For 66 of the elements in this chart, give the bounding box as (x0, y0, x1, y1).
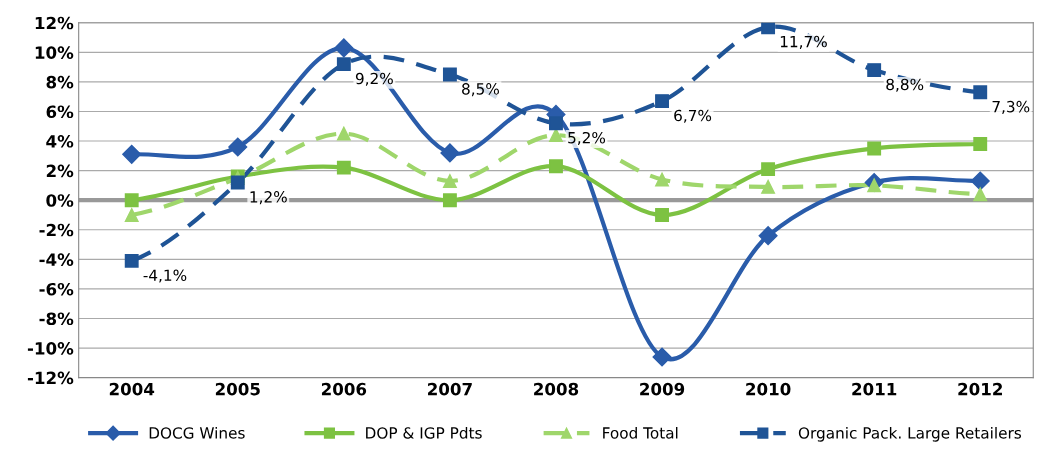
point (761, 179, 776, 194)
legend-label: Food Total (603, 426, 678, 439)
legend-label: DOP & IGP Pdts (366, 426, 482, 439)
legend-label: DOCG Wines (149, 426, 245, 439)
data-label: -4,1% (143, 269, 187, 283)
point (761, 22, 776, 35)
data-label: 8,8% (886, 78, 924, 92)
data-label: 6,7% (674, 109, 712, 123)
point (442, 174, 457, 188)
point (652, 347, 672, 367)
point (336, 160, 351, 175)
y-tick-label: 10% (35, 46, 74, 59)
point (122, 144, 142, 164)
x-tick-label: 2007 (428, 382, 472, 396)
x-tick-label: 2012 (958, 382, 1002, 396)
point (867, 141, 882, 156)
point (334, 38, 354, 58)
y-tick-label: -4% (39, 253, 74, 266)
point (973, 187, 988, 202)
y-tick-label: 8% (46, 75, 74, 89)
point (442, 67, 457, 82)
data-label: 7,3% (992, 100, 1030, 114)
point (970, 171, 990, 191)
point (230, 175, 245, 190)
x-tick-label: 2008 (534, 382, 579, 396)
x-tick-label: 2004 (109, 382, 155, 396)
y-tick-label: 2% (46, 164, 74, 178)
point (440, 143, 460, 163)
point (549, 128, 563, 143)
point (973, 137, 988, 151)
point (442, 193, 457, 208)
legend-label: Organic Pack. Large Retailers (798, 426, 1022, 442)
y-tick-label: 12% (35, 16, 74, 30)
point (124, 253, 139, 268)
point (336, 57, 351, 72)
y-tick-label: 0% (46, 194, 74, 207)
x-tick-label: 2011 (852, 382, 897, 396)
data-label: 1,2% (250, 191, 287, 205)
y-tick-label: -10% (27, 342, 74, 355)
y-tick-label: 6% (46, 105, 74, 119)
point (549, 116, 563, 131)
x-tick-label: 2006 (321, 382, 367, 396)
y-tick-label: -8% (39, 312, 74, 326)
point (761, 162, 776, 177)
y-tick-label: -12% (27, 371, 74, 385)
point (867, 63, 882, 78)
y-tick-label: -6% (39, 282, 74, 296)
data-label: 11,7% (780, 35, 827, 49)
point (655, 208, 669, 222)
point (124, 208, 139, 222)
point (549, 159, 563, 174)
data-label: 5,2% (568, 131, 606, 146)
point (655, 172, 669, 187)
y-tick-label: -2% (39, 223, 74, 237)
point (655, 94, 669, 109)
x-tick-label: 2005 (215, 382, 260, 396)
point (973, 85, 988, 100)
point (124, 193, 139, 208)
x-tick-label: 2009 (640, 382, 685, 396)
y-tick-label: 4% (46, 135, 74, 148)
data-label: 9,2% (355, 72, 393, 86)
point (228, 137, 248, 157)
point (336, 126, 351, 141)
data-label: 8,5% (462, 83, 499, 97)
x-tick-label: 2010 (746, 382, 791, 396)
point (758, 226, 778, 246)
